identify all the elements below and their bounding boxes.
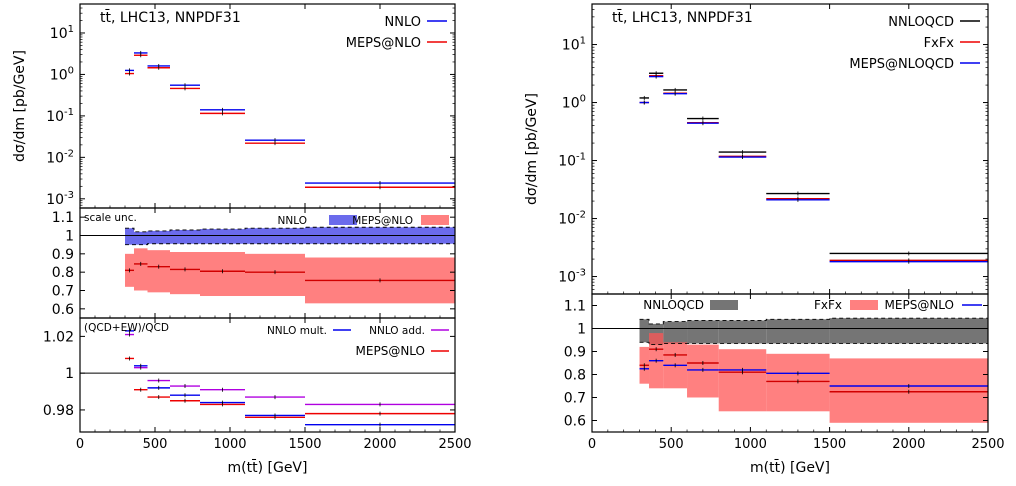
band-nnlo-bin-2	[147, 230, 170, 244]
y-tick-label: 1.02	[43, 329, 74, 345]
band-nnlo-bin-4	[200, 229, 245, 244]
legend-label-meps-nlo: MEPS@NLO	[885, 298, 954, 312]
y-tick-label: 0.8	[564, 368, 586, 384]
panel-title: tt̄, LHC13, NNPDF31	[100, 8, 241, 26]
y-tick-label: 0.7	[52, 284, 74, 300]
legend-label-meps-nloqcd: MEPS@NLOQCD	[849, 57, 954, 72]
legend-swatch-meps-nlo	[421, 215, 449, 225]
band-meps-nlo-bin-2	[147, 250, 170, 293]
legend-label-nnlo: NNLO	[278, 215, 307, 227]
band-edge-high-nnlo	[125, 226, 455, 233]
y-tick-label: 0.9	[52, 247, 74, 263]
x-tick-label: 2000	[892, 437, 925, 452]
y-tick-label: 0.8	[52, 265, 74, 281]
legend-label-fxfx: FxFx	[924, 36, 955, 51]
y-tick-label: 101	[562, 36, 586, 54]
panel-left-bottom: 0 500 1000 1500 2000 2500 0.98 1 1.02 m(tt̄) [GeV…	[43, 317, 472, 476]
legend-label-nnlo-mult: NNLO mult.	[267, 325, 327, 337]
band-nnlo-bin-1	[134, 231, 148, 245]
y-tick-label: 10-1	[46, 107, 74, 125]
band-fxfx-bin-4	[718, 349, 767, 412]
panel-frame-left-top	[79, 3, 456, 209]
panel-annotation: scale unc.	[84, 212, 137, 224]
band-edge-low-nnlo	[125, 243, 455, 246]
band-nnloqcd-bin-3	[687, 320, 719, 344]
y-tick-label: 10-2	[558, 210, 586, 228]
y-tick-label: 0.9	[564, 345, 586, 361]
panel-left-middle: 0.6 0.7 0.8 0.9 1 1.1 scale unc. NNLO MEPS@NLO	[52, 207, 456, 319]
y-axis-label: dσ/dm [pb/GeV]	[12, 50, 28, 162]
band-nnloqcd-bin-4	[718, 320, 767, 344]
y-tick-label: 0.98	[43, 403, 74, 419]
y-tick-label: 1	[65, 366, 74, 382]
band-nnloqcd-bin-2	[663, 321, 688, 344]
panel-right-bottom: 0 500 1000 1500 2000 2500 0.6 0.7 0.8 0.9 1 1.1 m(tt…	[564, 293, 1005, 476]
legend-label-nnlo: NNLO	[385, 15, 421, 30]
legend-label-meps-nlo: MEPS@NLO	[346, 36, 421, 51]
y-tick-label: 10-3	[46, 190, 74, 208]
x-tick-label: 500	[143, 437, 168, 452]
y-tick-label: 0.6	[564, 414, 586, 430]
band-meps-nlo-bin-1	[134, 248, 148, 291]
y-tick-label: 1	[577, 322, 586, 338]
panel-frame-left-bottom	[79, 317, 456, 433]
y-tick-label: 10-1	[558, 152, 586, 170]
legend-label-nnloqcd: NNLOQCD	[888, 15, 954, 30]
x-tick-label: 500	[659, 437, 684, 452]
band-nnlo-bin-0	[125, 228, 134, 245]
band-nnloqcd-bin-5	[766, 319, 830, 344]
x-tick-label: 2500	[971, 437, 1004, 452]
legend-label-fxfx: FxFx	[814, 298, 842, 312]
y-tick-label: 0.7	[564, 391, 586, 407]
band-meps-nlo-bin-4	[200, 252, 245, 296]
x-axis-label: m(tt̄) [GeV]	[750, 458, 830, 476]
legend-swatch-nnloqcd	[710, 300, 738, 310]
panel-title: tt̄, LHC13, NNPDF31	[612, 8, 753, 26]
legend-label-meps-nlo: MEPS@NLO	[352, 215, 413, 227]
band-nnlo-bin-3	[170, 230, 200, 244]
x-tick-label: 1000	[213, 437, 246, 452]
x-tick-label: 0	[588, 437, 596, 452]
x-axis-label: m(tt̄) [GeV]	[228, 458, 308, 476]
legend-swatch-nnlo	[329, 215, 357, 225]
y-tick-label: 0.6	[52, 302, 74, 318]
legend-swatch-fxfx	[850, 300, 878, 310]
x-tick-label: 1500	[288, 437, 321, 452]
panel-left-top: 10-3 10-2 10-1 100 101 dσ/dm [pb/GeV] tt̄, LHC…	[12, 3, 456, 209]
x-tick-label: 2500	[438, 437, 471, 452]
x-tick-label: 2000	[363, 437, 396, 452]
x-tick-label: 1000	[734, 437, 767, 452]
y-tick-label: 100	[562, 94, 586, 112]
y-tick-label: 100	[50, 65, 74, 83]
y-tick-label: 10-2	[46, 148, 74, 166]
band-meps-nlo-bin-5	[245, 253, 305, 296]
band-nnloqcd-bin-6	[829, 318, 988, 344]
panel-annotation: (QCD+EW)/QCD	[84, 322, 169, 334]
legend-label-nnloqcd: NNLOQCD	[643, 298, 704, 312]
x-tick-label: 1500	[813, 437, 846, 452]
band-edge-low-nnloqcd	[639, 341, 988, 346]
y-tick-label: 1.1	[564, 299, 586, 315]
y-tick-label: 1.1	[52, 210, 74, 226]
y-axis-label: dσ/dm [pb/GeV]	[524, 93, 540, 205]
band-edge-high-nnloqcd	[639, 317, 988, 325]
band-nnloqcd-bin-0	[639, 319, 650, 343]
x-tick-label: 0	[76, 437, 84, 452]
band-meps-nlo-bin-3	[170, 252, 200, 295]
panel-right-top: 10-3 10-2 10-1 100 101 dσ/dm [pb/GeV] tt̄, LHC…	[524, 3, 989, 295]
panel-frame-right-bottom	[591, 293, 989, 433]
y-tick-label: 1	[65, 229, 74, 245]
legend-label-nnlo-add: NNLO add.	[369, 325, 425, 337]
y-tick-label: 10-3	[558, 268, 586, 286]
legend-label-meps-nlo: MEPS@NLO	[356, 344, 425, 358]
y-tick-label: 101	[50, 24, 74, 42]
